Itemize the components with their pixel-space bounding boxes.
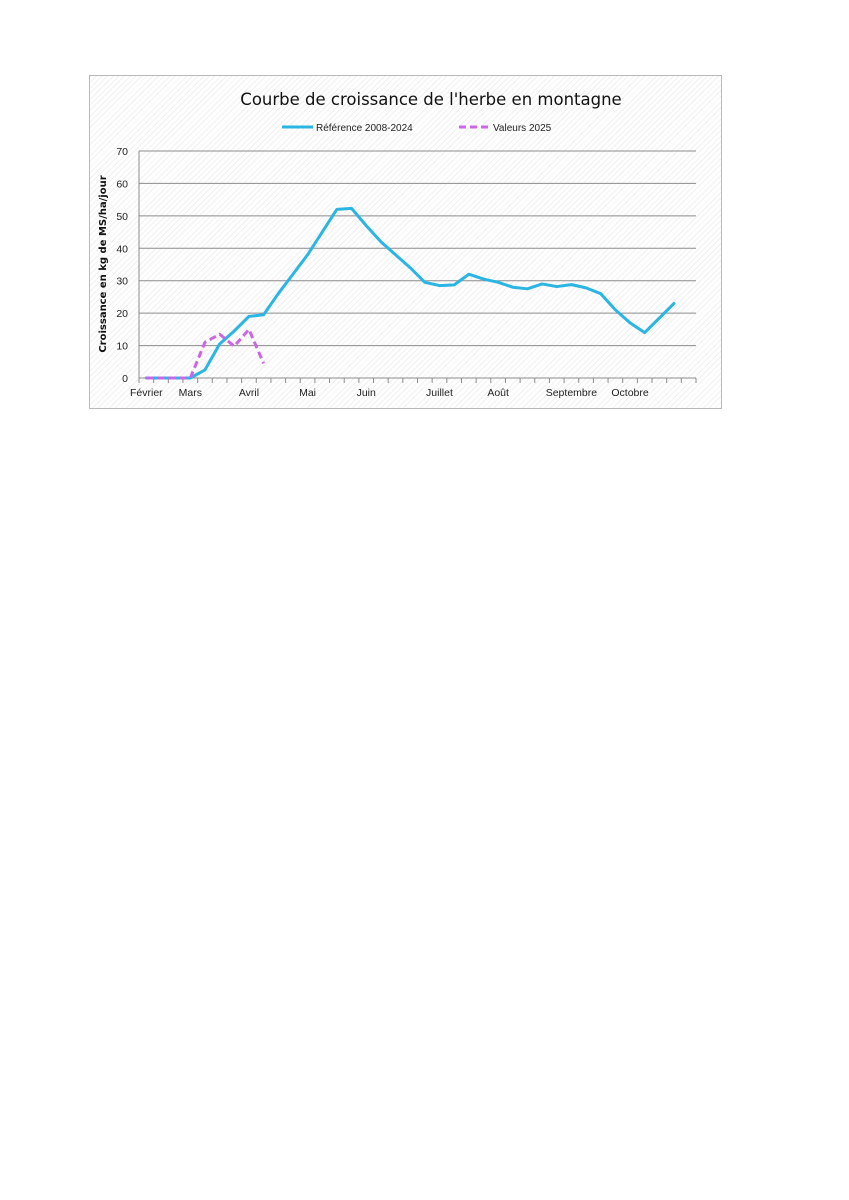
y-axis-title: Croissance en kg de MS/ha/jour bbox=[98, 175, 109, 352]
series-line-reference bbox=[144, 206, 676, 380]
plot-area: 0 10 20 30 40 50 60 70 Février Mars Avril Mai Juin Ju… bbox=[116, 146, 697, 399]
x-tick-label: Septembre bbox=[546, 387, 598, 399]
x-tick-label: Août bbox=[487, 387, 509, 399]
y-tick-label: 70 bbox=[116, 146, 128, 158]
y-tick-label: 60 bbox=[116, 178, 128, 190]
y-tick-label: 0 bbox=[122, 373, 128, 385]
x-tick-label: Juin bbox=[357, 387, 376, 399]
chart-area bbox=[89, 75, 722, 409]
legend: Référence 2008-2024 Valeurs 2025 bbox=[282, 123, 552, 134]
y-tick-label: 20 bbox=[116, 308, 128, 320]
y-tick-label: 50 bbox=[116, 211, 128, 223]
x-tick-label: Mars bbox=[179, 387, 202, 399]
y-tick-label: 10 bbox=[116, 341, 128, 353]
chart-title: Courbe de croissance de l'herbe en monta… bbox=[240, 90, 621, 109]
y-tick-label: 30 bbox=[116, 276, 128, 288]
y-tick-label: 40 bbox=[116, 243, 128, 255]
x-tick-label: Avril bbox=[239, 387, 259, 399]
x-tick-label: Juillet bbox=[426, 387, 453, 399]
x-tick-label: Mai bbox=[299, 387, 316, 399]
legend-label-reference: Référence 2008-2024 bbox=[316, 123, 413, 134]
x-tick-label: Octobre bbox=[611, 387, 649, 399]
x-tick-label: Février bbox=[130, 387, 163, 399]
legend-label-2025: Valeurs 2025 bbox=[493, 123, 552, 134]
